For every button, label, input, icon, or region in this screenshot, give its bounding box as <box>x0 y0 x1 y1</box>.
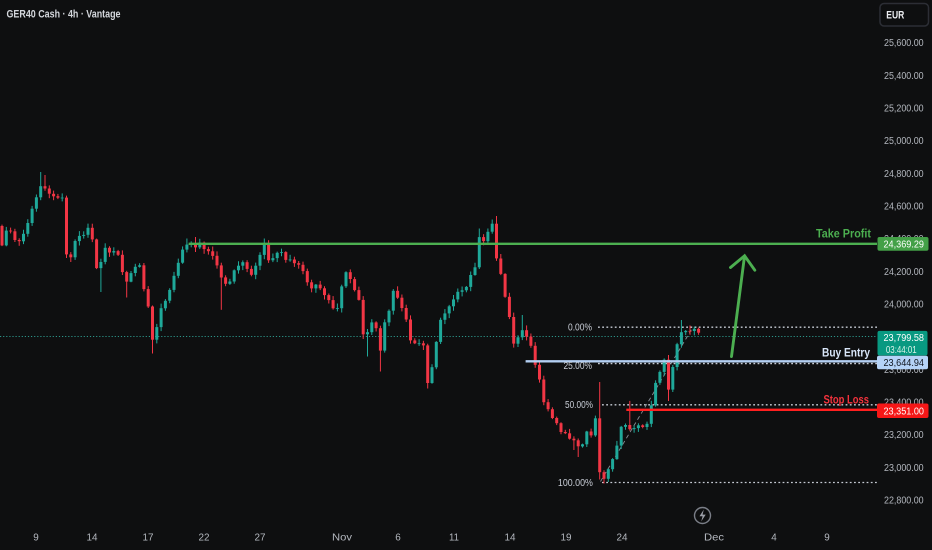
svg-text:9: 9 <box>824 533 830 544</box>
svg-text:22: 22 <box>199 533 210 544</box>
svg-text:23,200.00: 23,200.00 <box>884 430 924 441</box>
svg-text:Nov: Nov <box>332 533 352 544</box>
svg-text:24,200.00: 24,200.00 <box>884 267 924 278</box>
svg-text:4: 4 <box>771 533 777 544</box>
svg-text:25,600.00: 25,600.00 <box>884 38 924 49</box>
svg-text:100.00%: 100.00% <box>558 478 593 489</box>
svg-text:24,000.00: 24,000.00 <box>884 299 924 310</box>
svg-text:27: 27 <box>255 533 266 544</box>
svg-text:25,200.00: 25,200.00 <box>884 103 924 114</box>
svg-text:Stop Loss: Stop Loss <box>824 393 870 407</box>
svg-text:0.00%: 0.00% <box>568 323 592 334</box>
svg-text:23,600.00: 23,600.00 <box>884 365 924 376</box>
svg-text:14: 14 <box>87 533 98 544</box>
svg-text:23,000.00: 23,000.00 <box>884 463 924 474</box>
svg-text:6: 6 <box>395 533 401 544</box>
svg-text:17: 17 <box>143 533 154 544</box>
svg-text:Dec: Dec <box>704 533 724 544</box>
svg-text:23,644.94: 23,644.94 <box>884 358 925 369</box>
svg-text:GER40 Cash · 4h · Vantage: GER40 Cash · 4h · Vantage <box>7 9 121 21</box>
svg-text:23,400.00: 23,400.00 <box>884 397 924 408</box>
svg-text:EUR: EUR <box>886 9 904 21</box>
svg-text:Buy Entry: Buy Entry <box>822 345 870 359</box>
svg-text:14: 14 <box>505 533 516 544</box>
svg-text:24: 24 <box>617 533 628 544</box>
svg-text:25,400.00: 25,400.00 <box>884 71 924 82</box>
svg-text:24,800.00: 24,800.00 <box>884 169 924 180</box>
svg-text:23,351.00: 23,351.00 <box>884 407 925 418</box>
svg-text:50.00%: 50.00% <box>565 400 593 411</box>
svg-text:25.00%: 25.00% <box>564 361 593 372</box>
svg-text:03:44:01: 03:44:01 <box>886 345 917 356</box>
svg-text:23,799.58: 23,799.58 <box>884 333 925 344</box>
svg-text:24,369.29: 24,369.29 <box>884 240 925 251</box>
svg-text:19: 19 <box>561 533 572 544</box>
svg-text:25,000.00: 25,000.00 <box>884 136 924 147</box>
svg-text:11: 11 <box>449 533 459 544</box>
svg-text:Take Profit: Take Profit <box>816 227 871 241</box>
svg-text:9: 9 <box>33 533 39 544</box>
svg-text:24,600.00: 24,600.00 <box>884 201 924 212</box>
svg-text:22,800.00: 22,800.00 <box>884 495 924 506</box>
